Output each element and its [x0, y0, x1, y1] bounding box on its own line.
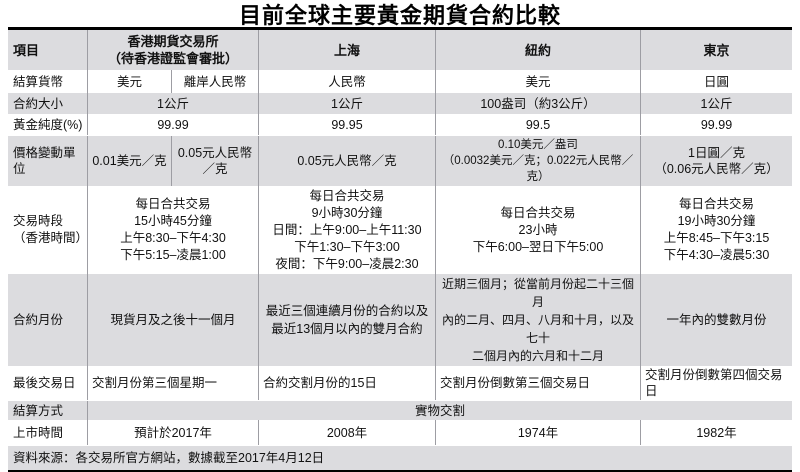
cell-purity-hongkong: 99.99 [87, 114, 258, 135]
row-label-currency: 結算貨幣 [13, 74, 64, 89]
row-gold-purity: 黃金純度(%) 99.99 99.95 99.5 99.99 [8, 114, 792, 135]
cell-listed-shanghai: 2008年 [258, 420, 435, 445]
row-last-trading-day: 最後交易日 交割月份第三個星期一 合約交割月份的15日 交割月份倒數第三個交易日… [8, 366, 792, 400]
col-header-item: 項目 [13, 42, 40, 58]
cell-currency-tokyo: 日圓 [640, 70, 792, 93]
cell-size-shanghai: 1公斤 [258, 93, 435, 114]
cell-size-hongkong: 1公斤 [87, 93, 258, 114]
cell-months-shanghai: 最近三個連續月份的合約以及 最近13個月以內的雙月合約 [258, 274, 435, 366]
row-settlement-method: 結算方式 實物交割 [8, 400, 792, 420]
cell-hours-hongkong: 每日合共交易 15小時45分鐘 上午8:30–下午4:30 下午5:15–凌晨1… [87, 186, 258, 274]
cell-tick-hk-usd: 0.01美元／克 [87, 136, 171, 186]
row-settlement-currency: 結算貨幣 美元 離岸人民幣 人民幣 美元 日圓 [8, 70, 792, 93]
row-contract-size: 合約大小 1公斤 1公斤 100盎司（約3公斤） 1公斤 [8, 93, 792, 114]
cell-purity-tokyo: 99.99 [640, 114, 792, 135]
cell-currency-hk-usd: 美元 [87, 70, 171, 93]
cell-months-hongkong: 現貨月及之後十一個月 [87, 274, 258, 366]
row-tick-size: 價格變動單位 0.01美元／克 0.05元人民幣／克 0.05元人民幣／克 0.… [8, 135, 792, 186]
cell-tick-tokyo: 1日圓／克 （0.06元人民幣／克） [640, 136, 792, 186]
cell-purity-shanghai: 99.95 [258, 114, 435, 135]
cell-lastday-newyork: 交割月份倒數第三個交易日 [435, 366, 640, 400]
cell-lastday-tokyo: 交割月份倒數第四個交易日 [640, 366, 792, 400]
cell-settle-all: 實物交割 [87, 401, 792, 420]
comparison-table: 項目 香港期貨交易所 （待香港證監會審批） 上海 紐約 東京 結算貨幣 美元 離… [8, 27, 792, 472]
cell-tick-shanghai: 0.05元人民幣／克 [258, 136, 435, 186]
row-label-months: 合約月份 [13, 313, 64, 327]
row-label-settle: 結算方式 [13, 403, 64, 418]
row-label-listed: 上市時間 [13, 425, 64, 440]
cell-size-tokyo: 1公斤 [640, 93, 792, 114]
row-contract-months: 合約月份 現貨月及之後十一個月 最近三個連續月份的合約以及 最近13個月以內的雙… [8, 274, 792, 366]
cell-tick-hk-cnh: 0.05元人民幣／克 [171, 136, 258, 186]
cell-listed-tokyo: 1982年 [640, 420, 792, 445]
row-label-hours: 交易時段 （香港時間） [13, 214, 89, 245]
col-header-shanghai: 上海 [258, 30, 435, 70]
cell-months-tokyo: 一年內的雙數月份 [640, 274, 792, 366]
source-note: 資料來源：各交易所官方網站，數據截至2017年4月12日 [13, 451, 325, 465]
cell-purity-newyork: 99.5 [435, 114, 640, 135]
col-header-tokyo: 東京 [640, 30, 792, 70]
cell-hours-newyork: 每日合共交易 23小時 下午6:00–翌日下午5:00 [435, 186, 640, 274]
cell-currency-shanghai: 人民幣 [258, 70, 435, 93]
row-label-tick: 價格變動單位 [13, 146, 76, 176]
row-trading-hours: 交易時段 （香港時間） 每日合共交易 15小時45分鐘 上午8:30–下午4:3… [8, 186, 792, 274]
cell-hours-shanghai: 每日合共交易 9小時30分鐘 日間：上午9:00–上午11:30 下午1:30–… [258, 186, 435, 274]
row-label-size: 合約大小 [13, 96, 64, 111]
cell-hours-tokyo: 每日合共交易 19小時30分鐘 上午8:45–下午3:15 下午4:30–凌晨5… [640, 186, 792, 274]
cell-listed-newyork: 1974年 [435, 420, 640, 445]
cell-months-newyork: 近期三個月；從當前月份起二十三個月 內的二月、四月、八月和十月，以及七十 二個月… [435, 274, 640, 366]
cell-currency-newyork: 美元 [435, 70, 640, 93]
row-listing-time: 上市時間 預計於2017年 2008年 1974年 1982年 [8, 420, 792, 445]
page-title: 目前全球主要黃金期貨合約比較 [238, 2, 561, 28]
table-header-row: 項目 香港期貨交易所 （待香港證監會審批） 上海 紐約 東京 [8, 30, 792, 70]
cell-tick-newyork: 0.10美元／盎司 （0.0032美元／克；0.022元人民幣／克） [435, 136, 640, 186]
row-label-purity: 黃金純度(%) [13, 117, 83, 132]
cell-currency-hk-cnh: 離岸人民幣 [171, 70, 258, 93]
source-row: 資料來源：各交易所官方網站，數據截至2017年4月12日 [8, 446, 792, 472]
col-header-newyork: 紐約 [435, 30, 640, 70]
col-header-hongkong: 香港期貨交易所 （待香港證監會審批） [87, 30, 258, 70]
cell-size-newyork: 100盎司（約3公斤） [435, 93, 640, 114]
cell-listed-hongkong: 預計於2017年 [87, 420, 258, 445]
cell-lastday-hongkong: 交割月份第三個星期一 [87, 366, 258, 400]
row-label-lastday: 最後交易日 [13, 376, 76, 390]
cell-lastday-shanghai: 合約交割月份的15日 [258, 366, 435, 400]
